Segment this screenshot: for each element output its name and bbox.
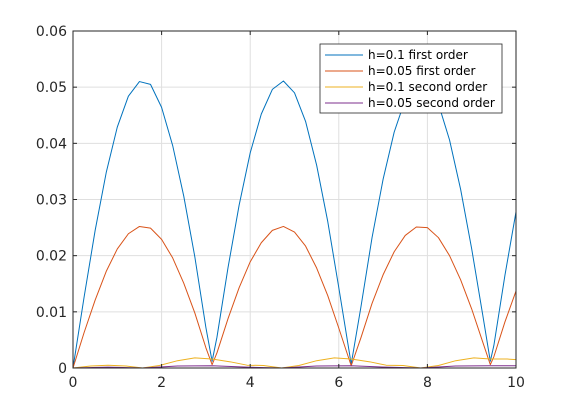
legend-label-2: h=0.1 second order	[368, 80, 487, 94]
y-tick-label-0: 0	[58, 361, 67, 377]
y-tick-label-6: 0.06	[36, 24, 67, 40]
x-tick-label-2: 4	[246, 375, 255, 391]
legend-label-3: h=0.05 second order	[368, 96, 495, 110]
legend: h=0.1 first order h=0.05 first order h=0…	[319, 43, 503, 114]
y-tick-labels: 0 0.01 0.02 0.03 0.04 0.05 0.06	[36, 24, 67, 377]
y-tick-label-5: 0.05	[36, 80, 67, 96]
y-tick-label-1: 0.01	[36, 305, 67, 321]
x-tick-label-1: 2	[157, 375, 166, 391]
y-tick-label-2: 0.02	[36, 249, 67, 265]
legend-label-0: h=0.1 first order	[368, 48, 468, 62]
x-tick-label-0: 0	[69, 375, 78, 391]
y-tick-label-3: 0.03	[36, 193, 67, 209]
x-tick-labels: 0 2 4 6 8 10	[69, 375, 525, 391]
series-line-2	[72, 357, 517, 369]
x-tick-label-5: 10	[507, 375, 525, 391]
series-group	[72, 80, 517, 369]
x-tick-label-3: 6	[334, 375, 343, 391]
series-line-0	[72, 80, 517, 369]
axis-ticks	[72, 30, 517, 369]
legend-label-1: h=0.05 first order	[368, 64, 476, 78]
y-tick-label-4: 0.04	[36, 136, 67, 152]
series-line-1	[72, 225, 517, 369]
x-tick-label-4: 8	[423, 375, 432, 391]
